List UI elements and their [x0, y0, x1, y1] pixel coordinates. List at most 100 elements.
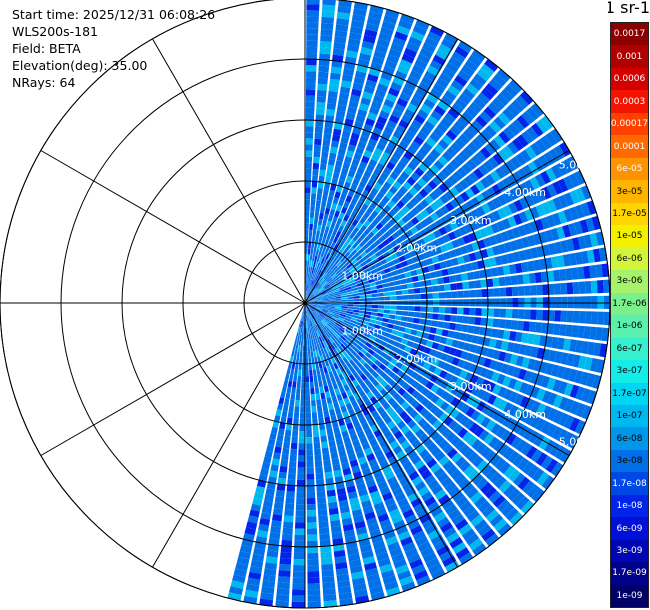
range-gate-cell	[301, 376, 305, 383]
range-gate-cell	[484, 58, 499, 72]
range-gate-cell	[535, 418, 547, 432]
range-gate-cell	[317, 77, 328, 85]
range-gate-cell	[373, 276, 381, 282]
range-gate-cell	[290, 393, 296, 401]
range-gate-cell	[378, 32, 392, 42]
range-gate-cell	[367, 231, 375, 239]
range-gate-cell	[346, 422, 354, 431]
range-gate-cell	[431, 255, 440, 264]
range-gate-cell	[411, 389, 420, 399]
range-gate-cell	[334, 292, 341, 296]
range-gate-cell	[449, 220, 459, 231]
range-gate-cell	[378, 270, 386, 276]
range-gate-cell	[545, 336, 553, 348]
range-gate-cell	[500, 231, 510, 242]
range-gate-cell	[431, 239, 440, 248]
range-gate-cell	[603, 279, 610, 294]
range-gate-cell	[376, 454, 387, 464]
range-gate-cell	[343, 200, 350, 209]
range-gate-cell	[313, 311, 319, 317]
range-gate-cell	[312, 424, 319, 431]
ray	[305, 2, 368, 303]
range-gate-cell	[530, 206, 540, 219]
range-gate-cell	[338, 247, 345, 254]
range-gate-cell	[322, 453, 331, 461]
range-gate-cell	[485, 419, 497, 432]
range-gate-cell	[408, 470, 420, 481]
range-gate-cell	[521, 130, 534, 144]
range-gate-cell	[339, 358, 346, 366]
range-gate-cell	[477, 92, 491, 105]
range-gate-cell	[569, 206, 579, 221]
range-gate-cell	[377, 243, 385, 250]
range-gate-cell	[470, 196, 481, 208]
range-gate-cell	[343, 473, 353, 482]
range-gate-cell	[466, 271, 475, 281]
range-gate-cell	[319, 313, 325, 318]
range-gate-cell	[321, 151, 329, 159]
range-gate-cell	[310, 300, 317, 302]
range-gate-cell	[479, 110, 492, 124]
range-gate-cell	[338, 225, 344, 233]
range-gate-cell	[339, 598, 354, 606]
range-gate-cell	[362, 505, 374, 515]
range-gate-cell	[354, 589, 368, 598]
range-gate-cell	[345, 541, 358, 550]
range-gate-cell	[335, 278, 342, 284]
range-gate-cell	[309, 260, 312, 267]
range-gate-cell	[333, 311, 341, 316]
ray	[305, 0, 353, 303]
range-gate-cell	[309, 294, 314, 299]
range-gate-cell	[355, 221, 363, 230]
range-gate-cell	[441, 476, 453, 488]
range-gate-cell	[311, 242, 315, 249]
range-gate-cell	[258, 524, 269, 532]
range-gate-cell	[465, 243, 475, 253]
range-gate-cell	[323, 326, 329, 333]
range-gate-cell	[381, 131, 392, 141]
range-gate-cell	[334, 340, 340, 347]
range-gate-cell	[323, 347, 328, 354]
range-gate-cell	[483, 160, 494, 173]
ray	[305, 303, 512, 537]
range-gate-cell	[297, 461, 305, 468]
range-gate-cell	[456, 282, 464, 290]
range-gate-cell	[510, 156, 522, 170]
range-gate-cell	[497, 412, 508, 425]
range-gate-cell	[471, 438, 483, 451]
range-gate-cell	[475, 180, 486, 192]
range-gate-cell	[553, 394, 564, 408]
range-gate-cell	[424, 194, 434, 205]
range-gate-cell	[366, 73, 379, 83]
range-gate-cell	[305, 376, 310, 383]
range-gate-cell	[299, 357, 303, 364]
range-gate-cell	[293, 418, 299, 425]
range-gate-cell	[365, 304, 373, 308]
range-gate-cell	[414, 114, 426, 125]
range-gate-cell	[522, 321, 530, 332]
range-gate-cell	[309, 266, 313, 274]
range-gate-cell	[487, 394, 497, 406]
range-gate-cell	[277, 582, 290, 590]
range-gate-cell	[338, 450, 347, 458]
range-gate-cell	[563, 338, 571, 351]
range-gate-cell	[550, 256, 559, 269]
range-gate-cell	[519, 91, 534, 105]
range-gate-cell	[455, 547, 470, 560]
range-gate-cell	[345, 175, 354, 184]
range-gate-cell	[352, 379, 359, 387]
range-gate-cell	[358, 416, 367, 425]
range-ring-label: 3.00km	[450, 380, 492, 393]
range-gate-cell	[355, 237, 363, 245]
range-gate-cell	[343, 397, 351, 405]
range-gate-cell	[296, 491, 305, 499]
range-gate-cell	[393, 519, 406, 530]
range-gate-cell	[403, 445, 414, 455]
range-gate-cell	[385, 343, 393, 350]
range-gate-cell	[284, 503, 295, 511]
range-gate-cell	[510, 275, 518, 286]
range-gate-cell	[298, 437, 305, 444]
range-gate-cell	[349, 232, 356, 240]
range-gate-cell	[355, 344, 363, 351]
range-gate-cell	[502, 107, 516, 122]
